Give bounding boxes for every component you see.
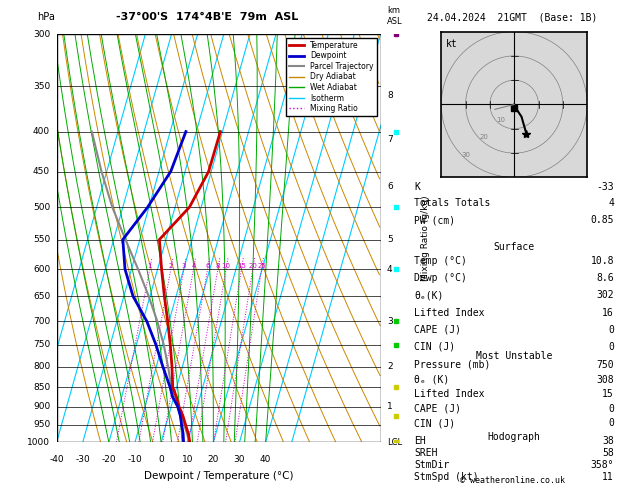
Text: 30: 30 [234,454,245,464]
Text: -33: -33 [596,182,614,191]
Text: 58: 58 [603,449,614,458]
Text: 302: 302 [596,291,614,300]
Text: EH: EH [415,436,426,447]
Text: © weatheronline.co.uk: © weatheronline.co.uk [460,476,565,485]
Text: StmDir: StmDir [415,460,450,470]
Text: -37°00'S  174°4B'E  79m  ASL: -37°00'S 174°4B'E 79m ASL [116,12,299,22]
Text: 30: 30 [462,152,470,158]
Text: 650: 650 [33,292,50,301]
Text: CAPE (J): CAPE (J) [415,404,462,414]
Text: 38: 38 [603,436,614,447]
Text: 1: 1 [387,402,392,411]
Text: 4: 4 [608,198,614,208]
Text: StmSpd (kt): StmSpd (kt) [415,472,479,483]
Text: 10: 10 [497,117,506,123]
Text: LCL: LCL [387,438,402,447]
Text: PW (cm): PW (cm) [415,215,455,225]
Text: 1: 1 [148,263,152,269]
Text: 3: 3 [387,317,392,326]
Text: Dewpoint / Temperature (°C): Dewpoint / Temperature (°C) [144,471,293,481]
Text: 450: 450 [33,167,50,176]
Text: kt: kt [446,39,457,49]
Text: 700: 700 [33,317,50,326]
Text: CIN (J): CIN (J) [415,418,455,429]
Text: 900: 900 [33,402,50,411]
Text: Surface: Surface [494,242,535,252]
Text: 7: 7 [387,136,392,144]
Text: 0: 0 [608,342,614,352]
Text: Temp (°C): Temp (°C) [415,256,467,266]
Text: 0: 0 [608,325,614,335]
Text: 1000: 1000 [27,438,50,447]
Text: 4: 4 [387,264,392,274]
Text: 10.8: 10.8 [591,256,614,266]
Text: hPa: hPa [37,12,55,22]
Text: Pressure (mb): Pressure (mb) [415,360,491,370]
Text: 2: 2 [169,263,173,269]
Text: 5: 5 [387,235,392,244]
Text: 10: 10 [182,454,193,464]
Text: CAPE (J): CAPE (J) [415,325,462,335]
Text: 8.6: 8.6 [596,273,614,283]
Text: 308: 308 [596,375,614,384]
Text: 8: 8 [387,91,392,100]
Text: 8: 8 [216,263,220,269]
Text: -10: -10 [128,454,142,464]
Text: 2: 2 [387,362,392,371]
Text: 15: 15 [603,389,614,399]
Text: 550: 550 [33,235,50,244]
Text: 0: 0 [159,454,164,464]
Legend: Temperature, Dewpoint, Parcel Trajectory, Dry Adiabat, Wet Adiabat, Isotherm, Mi: Temperature, Dewpoint, Parcel Trajectory… [286,38,377,116]
Text: 10: 10 [221,263,231,269]
Text: 25: 25 [257,263,266,269]
Text: 358°: 358° [591,460,614,470]
Text: 6: 6 [205,263,210,269]
Text: 3: 3 [182,263,186,269]
Text: SREH: SREH [415,449,438,458]
Text: Most Unstable: Most Unstable [476,351,552,361]
Text: 6: 6 [387,182,392,191]
Text: 24.04.2024  21GMT  (Base: 1B): 24.04.2024 21GMT (Base: 1B) [428,12,598,22]
Text: Lifted Index: Lifted Index [415,308,485,317]
Text: 0: 0 [608,404,614,414]
Text: 300: 300 [33,30,50,38]
Text: 15: 15 [237,263,246,269]
Text: 750: 750 [33,340,50,349]
Text: 20: 20 [479,135,488,140]
Text: 950: 950 [33,420,50,429]
Text: CIN (J): CIN (J) [415,342,455,352]
Text: 0.85: 0.85 [591,215,614,225]
Text: 16: 16 [603,308,614,317]
Text: 800: 800 [33,362,50,371]
Text: 11: 11 [603,472,614,483]
Text: 4: 4 [191,263,196,269]
Text: -20: -20 [101,454,116,464]
Text: -30: -30 [75,454,90,464]
Text: Totals Totals: Totals Totals [415,198,491,208]
Text: Lifted Index: Lifted Index [415,389,485,399]
Text: 750: 750 [596,360,614,370]
Text: Dewp (°C): Dewp (°C) [415,273,467,283]
Text: Mixing Ratio (g/kg): Mixing Ratio (g/kg) [421,195,430,281]
Text: km
ASL: km ASL [387,6,403,26]
Text: -40: -40 [49,454,64,464]
Text: 500: 500 [33,203,50,212]
Text: 40: 40 [260,454,271,464]
Text: 850: 850 [33,382,50,392]
Text: 400: 400 [33,127,50,136]
Text: 20: 20 [208,454,219,464]
Text: θₑ (K): θₑ (K) [415,375,450,384]
Text: K: K [415,182,420,191]
Text: 0: 0 [608,418,614,429]
Text: 20: 20 [248,263,257,269]
Text: 600: 600 [33,264,50,274]
Text: Hodograph: Hodograph [487,432,541,442]
Text: 350: 350 [33,82,50,91]
Text: θₑ(K): θₑ(K) [415,291,444,300]
